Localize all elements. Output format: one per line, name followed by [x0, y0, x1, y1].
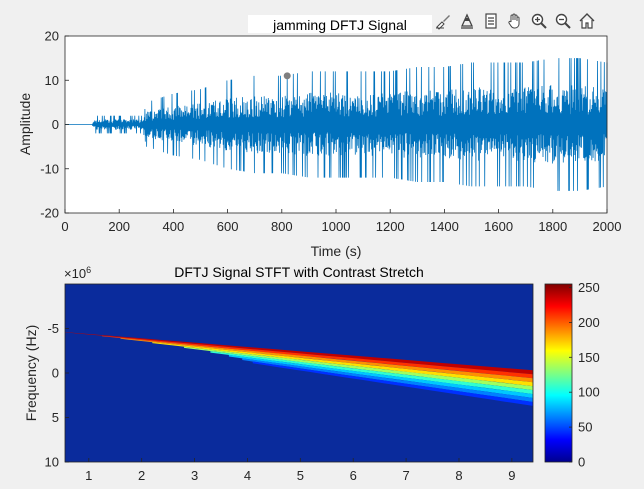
x-tick-label: 600 — [217, 219, 239, 234]
spectrogram-y-label: Frequency (Hz) — [23, 325, 39, 421]
signal-trace — [65, 58, 608, 191]
y-tick-label: -5 — [47, 321, 59, 336]
data-tips-icon[interactable] — [456, 9, 478, 33]
y-tick-label: 20 — [45, 29, 59, 44]
x-tick-label: 9 — [508, 468, 515, 483]
colorbar — [544, 283, 573, 463]
zoom-out-icon[interactable] — [552, 9, 574, 33]
time-y-label: Amplitude — [17, 93, 33, 155]
pan-hand-icon[interactable] — [504, 9, 526, 33]
colorbar-tick-label: 250 — [578, 280, 600, 295]
spectrogram-plot: 1 2 3 4 5 6 7 8 9 -5 0 5 10 DFTJ Signal STFT with C… — [23, 264, 600, 483]
colorbar-tick-label: 200 — [578, 315, 600, 330]
chirp-band — [228, 354, 533, 398]
x-tick-label: 7 — [402, 468, 409, 483]
time-plot-title: jamming DFTJ Signal — [248, 15, 432, 33]
x-tick-label: 1 — [85, 468, 92, 483]
x-tick-label: 1400 — [430, 219, 459, 234]
colorbar-tick-label: 0 — [578, 455, 585, 470]
chirp-band — [242, 358, 533, 402]
time-x-axis: 0 200 400 600 800 1000 1200 1400 1600 1800 2000 — [61, 209, 621, 234]
chirp-band — [210, 351, 533, 395]
signal-line — [65, 58, 608, 191]
y-tick-label: 5 — [52, 410, 59, 425]
chirp-band — [152, 342, 533, 387]
x-tick-label: 2 — [138, 468, 145, 483]
x-tick-label: 400 — [163, 219, 185, 234]
x-tick-label: 3 — [191, 468, 198, 483]
x-tick-label: 200 — [108, 219, 130, 234]
x-tick-label: 2000 — [593, 219, 622, 234]
time-y-axis: 20 10 0 -10 -20 — [40, 29, 69, 221]
time-plot: 0 200 400 600 800 1000 1200 1400 1600 1800 2000 20… — [17, 29, 621, 260]
x-tick-label: 4 — [244, 468, 251, 483]
chirp-band — [102, 335, 533, 379]
colorbar-tick-label: 100 — [578, 385, 600, 400]
time-x-label: Time (s) — [311, 243, 362, 259]
y-tick-label: 10 — [45, 73, 59, 88]
x-tick-label: 1800 — [538, 219, 567, 234]
y-tick-label: -20 — [40, 206, 59, 221]
zoom-in-icon[interactable] — [528, 9, 550, 33]
y-tick-label: 0 — [52, 117, 59, 132]
y-tick-label: 0 — [52, 366, 59, 381]
x-tick-label: 8 — [455, 468, 462, 483]
y-tick-label: 10 — [45, 455, 59, 470]
colorbar-ticks: 250 200 150 100 50 0 — [569, 280, 600, 470]
x-tick-label: 6 — [350, 468, 357, 483]
home-icon[interactable] — [576, 9, 598, 33]
spectrogram-x-axis: 1 2 3 4 5 6 7 8 9 — [85, 458, 515, 483]
x-tick-label: 800 — [271, 219, 293, 234]
colorbar-tick-label: 150 — [578, 350, 600, 365]
colorbar-tick-label: 50 — [578, 420, 592, 435]
y-exponent-multiplier: ×106 — [64, 265, 91, 281]
spectrogram-title: DFTJ Signal STFT with Contrast Stretch — [174, 264, 423, 280]
legend-icon[interactable] — [480, 9, 502, 33]
brush-icon[interactable] — [432, 9, 454, 33]
chirp-band — [65, 332, 533, 375]
y-tick-label: -10 — [40, 161, 59, 176]
x-tick-label: 0 — [61, 219, 68, 234]
spectrogram-chirp — [65, 332, 533, 406]
chirp-band — [120, 338, 533, 383]
x-tick-label: 1600 — [484, 219, 513, 234]
chirp-band — [252, 361, 533, 406]
signal-marker — [283, 72, 291, 80]
axes-toolbar — [432, 8, 598, 34]
x-tick-label: 1000 — [322, 219, 351, 234]
x-tick-label: 5 — [297, 468, 304, 483]
chirp-band — [184, 346, 533, 391]
spectrogram-y-axis: -5 0 5 10 — [45, 321, 69, 470]
x-tick-label: 1200 — [376, 219, 405, 234]
